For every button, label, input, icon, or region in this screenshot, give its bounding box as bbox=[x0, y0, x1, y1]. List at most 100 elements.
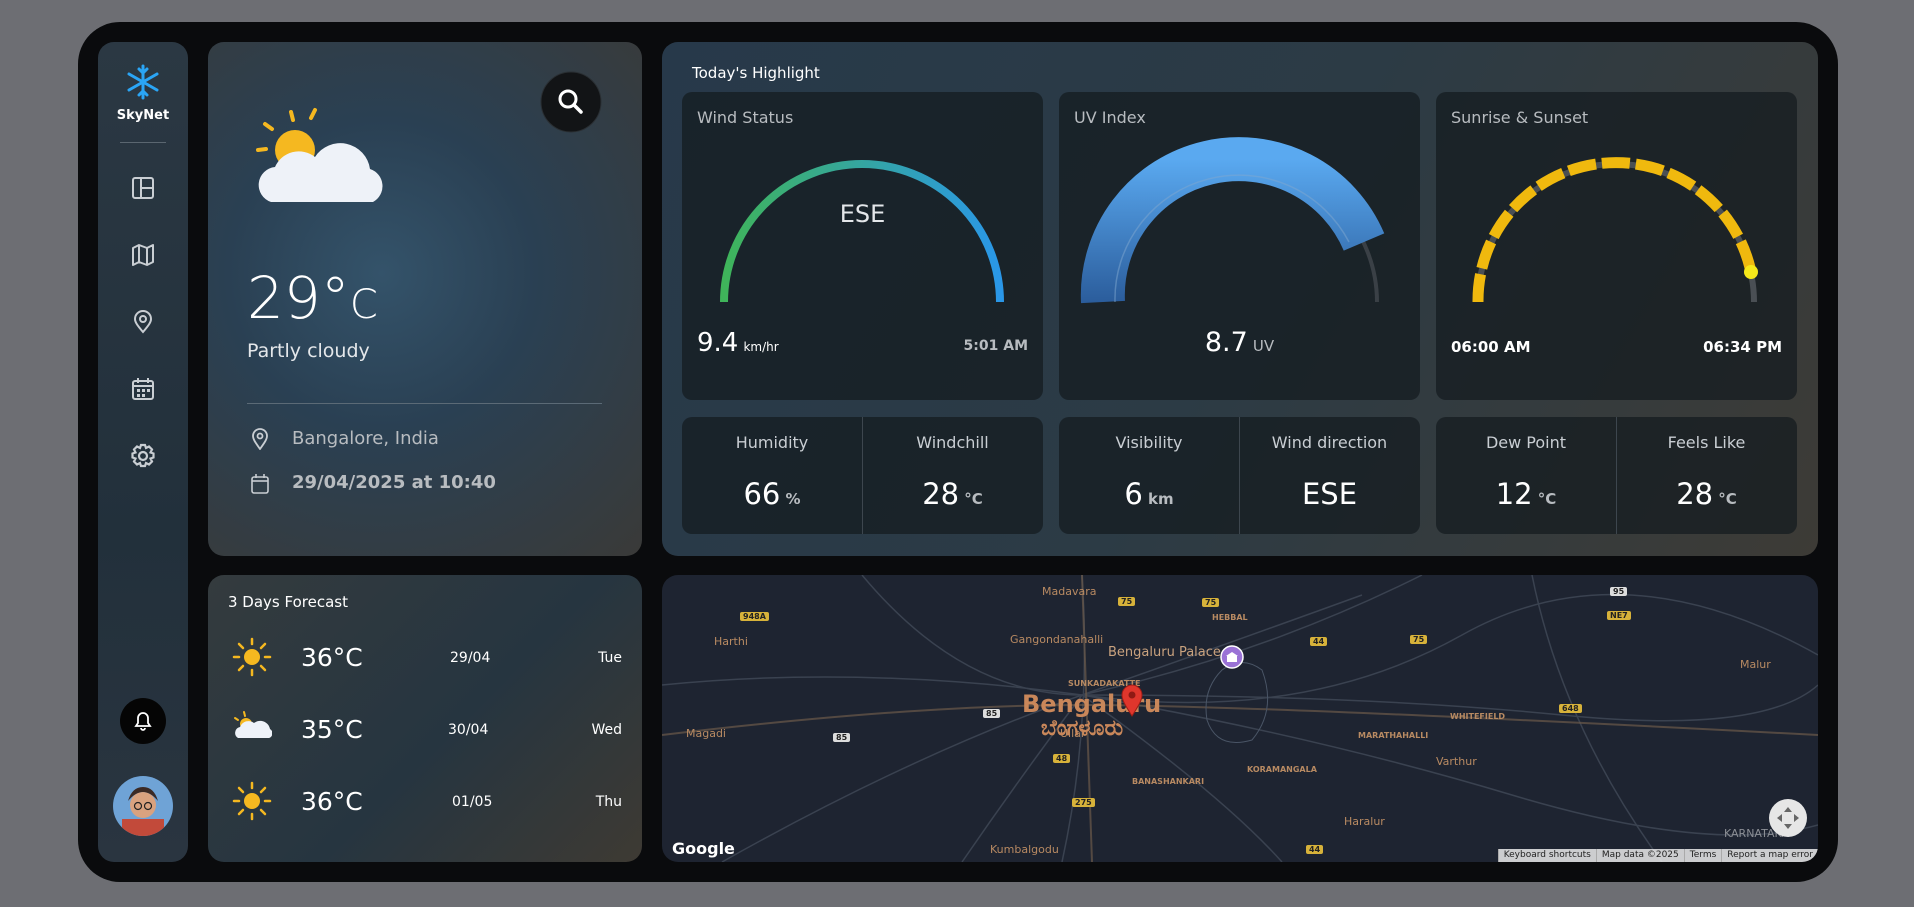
forecast-date: 01/05 bbox=[452, 794, 493, 810]
uv-number: 8.7 bbox=[1204, 327, 1248, 358]
map-link[interactable]: Keyboard shortcuts bbox=[1497, 849, 1596, 862]
fullscreen-button[interactable] bbox=[1768, 798, 1808, 838]
nav-dashboard[interactable] bbox=[131, 176, 155, 200]
forecast-icon-cloud bbox=[234, 711, 272, 738]
map-city-local: ಬೆಂಗಳೂರು bbox=[1040, 716, 1124, 741]
road-shield: 44 bbox=[1306, 845, 1324, 854]
map-roads bbox=[662, 575, 1818, 862]
stat-value: 28 °C bbox=[1617, 477, 1797, 511]
road-shield: 648 bbox=[1559, 704, 1582, 713]
road-shield: 275 bbox=[1072, 798, 1095, 807]
temperature-unit: C bbox=[349, 282, 378, 328]
forecast-icon-sun bbox=[232, 637, 272, 677]
stat-label: Humidity bbox=[735, 433, 809, 452]
avatar[interactable] bbox=[112, 775, 174, 837]
map-label: KORAMANGALA bbox=[1247, 765, 1317, 774]
map-label: Haralur bbox=[1344, 815, 1385, 828]
stat-value: 28 °C bbox=[863, 477, 1043, 511]
map[interactable]: Madavara HEBBAL Gangondanahalli Bengalur… bbox=[662, 575, 1818, 862]
wind-speed-value: 9.4 bbox=[697, 328, 739, 358]
poi-icon[interactable] bbox=[1220, 645, 1244, 669]
map-label: MARATHAHALLI bbox=[1358, 731, 1429, 740]
datetime: 29/04/2025 at 10:40 bbox=[292, 472, 496, 493]
stat-value: 12 °C bbox=[1436, 477, 1616, 511]
current-weather-card: 29°C Partly cloudy Bangalore, India 29/0… bbox=[208, 42, 642, 556]
highlights-card: Today's Highlight Wind Status ESE 9.4 km… bbox=[662, 42, 1818, 556]
sun-card: Sunrise & Sunset 06:00 AM 06:34 PM bbox=[1436, 92, 1797, 400]
stat-label: Wind direction bbox=[1271, 433, 1388, 452]
map-link[interactable]: Report a map error bbox=[1721, 849, 1818, 862]
notifications[interactable] bbox=[120, 698, 166, 744]
nav-settings[interactable] bbox=[130, 443, 156, 469]
stat-value: ESE bbox=[1240, 477, 1420, 511]
stat-number: ESE bbox=[1301, 477, 1358, 511]
stat-number: 6 bbox=[1124, 477, 1143, 511]
map-label: Ullal bbox=[1060, 727, 1084, 740]
location-icon bbox=[252, 428, 268, 450]
uv-value: 8.7 UV bbox=[1059, 327, 1420, 358]
nav-location[interactable] bbox=[131, 310, 155, 334]
sunset: 06:34 PM bbox=[1703, 338, 1782, 356]
divider bbox=[247, 403, 602, 404]
forecast-day: Tue bbox=[598, 650, 622, 666]
forecast-temp: 36°C bbox=[301, 643, 363, 672]
forecast-icon-sun bbox=[232, 781, 272, 821]
uv-card: UV Index 8.7 UV bbox=[1059, 92, 1420, 400]
stat-divider bbox=[861, 417, 863, 534]
highlights-title: Today's Highlight bbox=[692, 64, 820, 82]
nav-map[interactable] bbox=[131, 243, 155, 267]
map-pin[interactable] bbox=[1120, 683, 1144, 717]
forecast-day: Wed bbox=[591, 722, 622, 738]
stat-number: 28 bbox=[922, 477, 960, 511]
map-attribution-text: Map data ©2025 bbox=[1595, 849, 1684, 862]
forecast-day: Thu bbox=[595, 794, 622, 810]
forecast-date: 29/04 bbox=[450, 650, 491, 666]
divider bbox=[120, 142, 166, 143]
road-shield: 75 bbox=[1202, 598, 1220, 607]
stat-label: Feels Like bbox=[1667, 433, 1746, 452]
map-link[interactable]: Terms bbox=[1683, 849, 1722, 862]
stat-divider bbox=[1238, 417, 1240, 534]
wind-direction: ESE bbox=[839, 200, 886, 228]
search-button[interactable] bbox=[540, 71, 602, 133]
map-label: Magadi bbox=[686, 727, 726, 740]
stats-group bbox=[1436, 417, 1797, 534]
map-label: Gangondanahalli bbox=[1010, 633, 1104, 646]
map-label: WHITEFIELD bbox=[1450, 712, 1506, 721]
map-label: Varthur bbox=[1436, 755, 1477, 768]
map-label: Harthi bbox=[714, 635, 748, 648]
map-label: Malur bbox=[1740, 658, 1771, 671]
stat-number: 66 bbox=[743, 477, 781, 511]
stat-number: 28 bbox=[1676, 477, 1714, 511]
road-shield: 85 bbox=[833, 733, 851, 742]
map-label: KARNATAKA bbox=[1724, 827, 1790, 840]
card-title: Wind Status bbox=[697, 108, 794, 127]
nav-calendar[interactable] bbox=[131, 377, 155, 401]
stat-unit: °C bbox=[964, 490, 983, 508]
wind-card: Wind Status ESE 9.4 km/hr 5:01 AM bbox=[682, 92, 1043, 400]
uv-unit: UV bbox=[1252, 337, 1275, 355]
road-shield: 75 bbox=[1118, 597, 1136, 606]
stat-value: 6 km bbox=[1059, 477, 1239, 511]
stat-value: 66 % bbox=[682, 477, 862, 511]
wind-speed-unit: km/hr bbox=[743, 340, 779, 354]
map-label: Madavara bbox=[1042, 585, 1097, 598]
card-title: UV Index bbox=[1074, 108, 1146, 127]
map-attribution: Keyboard shortcuts Map data ©2025 Terms … bbox=[1497, 849, 1818, 862]
brand: SkyNet bbox=[116, 108, 170, 123]
location: Bangalore, India bbox=[292, 428, 439, 449]
map-label: BANASHANKARI bbox=[1132, 777, 1205, 786]
sidebar: SkyNet bbox=[98, 42, 188, 862]
forecast-card: 3 Days Forecast 36°C 29/04 Tue 35°C 30/0… bbox=[208, 575, 642, 862]
forecast-temp: 36°C bbox=[301, 787, 363, 816]
forecast-temp: 35°C bbox=[301, 715, 363, 744]
temperature-value: 29° bbox=[247, 264, 350, 332]
map-label: HEBBAL bbox=[1212, 613, 1248, 622]
map-label: Bengaluru Palace bbox=[1108, 645, 1221, 660]
forecast-date: 30/04 bbox=[448, 722, 489, 738]
condition: Partly cloudy bbox=[247, 340, 370, 362]
road-shield: 95 bbox=[1610, 587, 1628, 596]
wind-speed: 9.4 km/hr bbox=[697, 328, 779, 358]
sunrise: 06:00 AM bbox=[1451, 338, 1531, 356]
